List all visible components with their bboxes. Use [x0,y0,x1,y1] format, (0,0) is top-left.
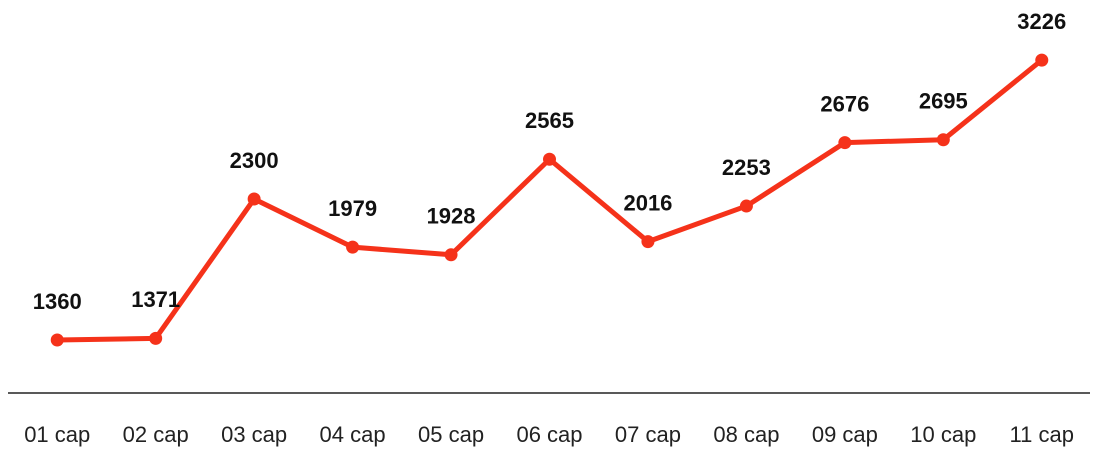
point [739,199,753,213]
point [641,235,655,249]
x-tick-label: 07 cap [615,422,681,447]
point [346,240,360,254]
data-label: 1928 [427,204,476,229]
point [247,192,261,206]
data-label: 1371 [131,287,180,312]
point [50,333,64,347]
point [936,133,950,147]
line [57,58,1044,343]
point [149,331,163,345]
data-label: 2016 [623,190,672,215]
x-tick-label: 09 cap [812,422,878,447]
x-tick-label: 11 cap [1010,422,1074,447]
x-tick-label: 05 cap [418,422,484,447]
x-tick-label: 04 cap [320,422,386,447]
data-label: 3226 [1017,9,1066,34]
data-label: 2253 [722,155,771,180]
point [838,136,852,150]
x-tick-label: 02 cap [123,422,189,447]
point [543,152,556,166]
x-tick-label: 06 cap [516,422,582,447]
point [444,248,458,262]
x-tick-label: 10 cap [910,422,976,447]
data-label: 2565 [525,108,574,133]
data-label: 2695 [919,89,968,114]
x-tick-label: 08 cap [713,422,779,447]
point [1035,53,1049,67]
x-tick-label: 01 cap [24,422,90,447]
data-label: 2300 [230,148,279,173]
data-label: 1979 [328,196,377,221]
data-label: 1360 [33,289,82,314]
data-label: 2676 [820,91,869,116]
x-tick-label: 03 cap [221,422,287,447]
